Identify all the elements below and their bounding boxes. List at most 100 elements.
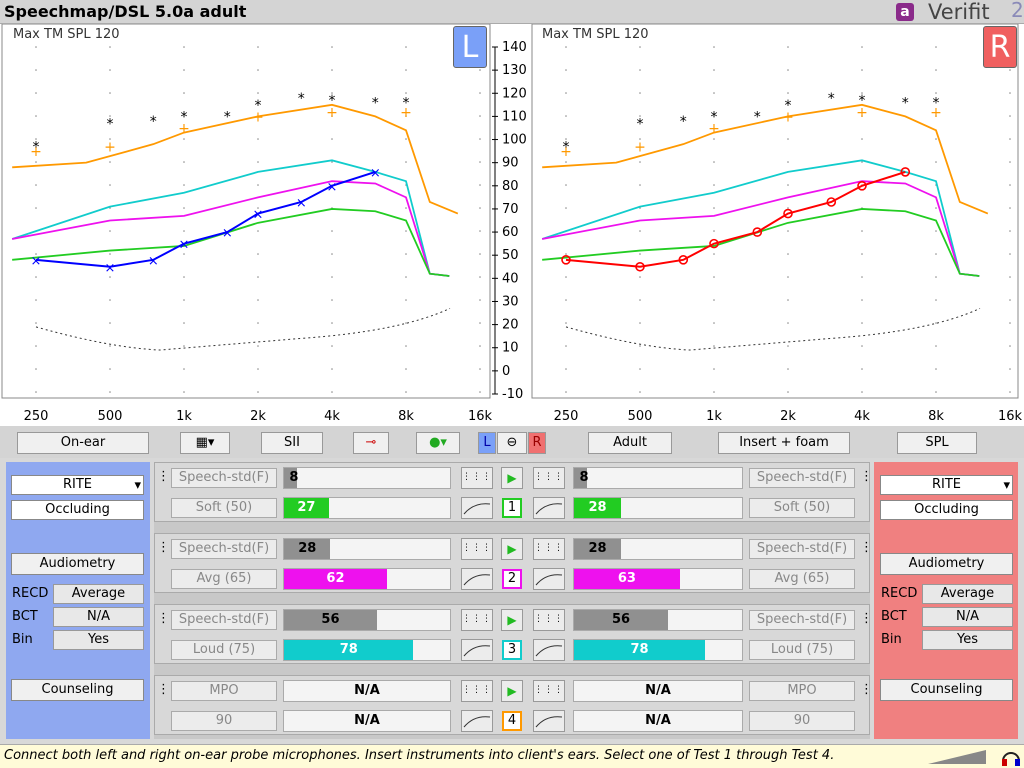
menu-dots-icon[interactable]: ⋮: [157, 682, 170, 697]
menu-dots-icon[interactable]: ⋮: [860, 682, 873, 697]
right-ear-button[interactable]: R: [983, 26, 1017, 68]
play-icon[interactable]: ▶: [501, 538, 523, 560]
right-bct-value[interactable]: N/A: [922, 607, 1013, 627]
left-grid-dot: [257, 138, 259, 140]
left-ear-toggle[interactable]: L: [478, 432, 496, 454]
transducer-button[interactable]: Insert + foam: [718, 432, 850, 454]
left-recd-value[interactable]: Average: [53, 584, 144, 604]
right-grid-dot: [787, 46, 789, 48]
menu-dots-icon[interactable]: ⋮: [157, 469, 170, 484]
left-stimulus-3[interactable]: Speech-std(F): [171, 610, 277, 630]
right-grid-dot: [935, 138, 937, 140]
left-grid-dot: [109, 276, 111, 278]
menu-dots-icon[interactable]: ⋮: [157, 611, 170, 626]
play-icon[interactable]: ▶: [501, 609, 523, 631]
right-stimulus-2[interactable]: Speech-std(F): [749, 539, 855, 559]
left-stimulus-4[interactable]: MPO: [171, 681, 277, 701]
right-stimulus-3[interactable]: Speech-std(F): [749, 610, 855, 630]
left-bin-value[interactable]: Yes: [53, 630, 144, 650]
scale-button[interactable]: SPL: [897, 432, 977, 454]
left-bct-value[interactable]: N/A: [53, 607, 144, 627]
right-grid-dot: [713, 391, 715, 393]
right-curve-button-2[interactable]: [533, 568, 565, 590]
left-style-select[interactable]: RITE ▾: [11, 475, 144, 495]
right-grid-button-4[interactable]: ⋮⋮⋮: [533, 680, 565, 702]
right-grid-dot: [1009, 368, 1011, 370]
right-stimulus-4[interactable]: MPO: [749, 681, 855, 701]
left-curve-button-4[interactable]: [461, 710, 493, 732]
menu-dots-icon[interactable]: ⋮: [157, 540, 170, 555]
left-level-2[interactable]: Avg (65): [171, 569, 277, 589]
right-curve-button-1[interactable]: [533, 497, 565, 519]
link-ears-toggle[interactable]: ⊖: [497, 432, 527, 454]
right-stimulus-1[interactable]: Speech-std(F): [749, 468, 855, 488]
left-ear-button[interactable]: L: [453, 26, 487, 68]
right-level-4[interactable]: 90: [749, 711, 855, 731]
right-grid-button-1[interactable]: ⋮⋮⋮: [533, 467, 565, 489]
left-level-3[interactable]: Loud (75): [171, 640, 277, 660]
menu-dots-icon[interactable]: ⋮: [860, 469, 873, 484]
right-audiometry-button[interactable]: Audiometry: [880, 553, 1013, 575]
probe-select[interactable]: On-ear: [17, 432, 149, 454]
test-number-3[interactable]: 3: [502, 640, 522, 660]
mode-button[interactable]: Adult: [588, 432, 672, 454]
right-level-1[interactable]: Soft (50): [749, 498, 855, 518]
right-top-bar-2: 28: [573, 538, 743, 560]
right-grid-dot: [935, 230, 937, 232]
right-grid-dot: [935, 115, 937, 117]
right-curve-button-3[interactable]: [533, 639, 565, 661]
left-level-4[interactable]: 90: [171, 711, 277, 731]
left-x-tick: 16k: [468, 409, 493, 424]
left-grid-button-1[interactable]: ⋮⋮⋮: [461, 467, 493, 489]
headphones-icon[interactable]: [1000, 747, 1022, 767]
left-stimulus-1[interactable]: Speech-std(F): [171, 468, 277, 488]
left-grid-button-2[interactable]: ⋮⋮⋮: [461, 538, 493, 560]
menu-dots-icon[interactable]: ⋮: [860, 540, 873, 555]
right-grid-dot: [861, 299, 863, 301]
left-level-1[interactable]: Soft (50): [171, 498, 277, 518]
left-grid-dot: [405, 69, 407, 71]
right-grid-button-2[interactable]: ⋮⋮⋮: [533, 538, 565, 560]
right-counseling-button[interactable]: Counseling: [880, 679, 1013, 701]
right-level-2[interactable]: Avg (65): [749, 569, 855, 589]
globe-button[interactable]: ●▾: [416, 432, 460, 454]
left-top-bar-2: 28: [283, 538, 451, 560]
right-grid-dot: [713, 115, 715, 117]
right-grid-button-3[interactable]: ⋮⋮⋮: [533, 609, 565, 631]
play-icon[interactable]: ▶: [501, 680, 523, 702]
right-bin-value[interactable]: Yes: [922, 630, 1013, 650]
right-level-3[interactable]: Loud (75): [749, 640, 855, 660]
right-recd-value[interactable]: Average: [922, 584, 1013, 604]
probe-tube-button[interactable]: ⊸: [353, 432, 389, 454]
left-counseling-button[interactable]: Counseling: [11, 679, 144, 701]
left-grid-dot: [331, 92, 333, 94]
left-curve-button-2[interactable]: [461, 568, 493, 590]
right-style-select[interactable]: RITE ▾: [880, 475, 1013, 495]
left-mpo-target: +: [400, 105, 412, 121]
left-top-bar-2-value: 28: [298, 541, 317, 556]
left-grid-button-4[interactable]: ⋮⋮⋮: [461, 680, 493, 702]
volume-ramp-icon[interactable]: [928, 750, 988, 764]
left-curve-button-3[interactable]: [461, 639, 493, 661]
right-ear-toggle[interactable]: R: [528, 432, 546, 454]
left-stimulus-2[interactable]: Speech-std(F): [171, 539, 277, 559]
left-vent-select[interactable]: Occluding: [11, 500, 144, 520]
play-icon[interactable]: ▶: [501, 467, 523, 489]
test-number-2[interactable]: 2: [502, 569, 522, 589]
left-grid-button-3[interactable]: ⋮⋮⋮: [461, 609, 493, 631]
right-curve-button-4[interactable]: [533, 710, 565, 732]
right-grid-dot: [1009, 299, 1011, 301]
right-grid-dot: [639, 92, 641, 94]
test-number-4[interactable]: 4: [502, 711, 522, 731]
right-measured-point: [635, 261, 645, 272]
menu-dots-icon[interactable]: ⋮: [860, 611, 873, 626]
left-audiometry-button[interactable]: Audiometry: [11, 553, 144, 575]
left-curve-button-1[interactable]: [461, 497, 493, 519]
left-measured-point: ×: [222, 226, 233, 241]
left-bot-bar-1: 27: [283, 497, 451, 519]
audiogram-view-button[interactable]: ▦▾: [180, 432, 230, 454]
sii-button[interactable]: SII: [261, 432, 323, 454]
right-vent-select[interactable]: Occluding: [880, 500, 1013, 520]
test-number-1[interactable]: 1: [502, 498, 522, 518]
left-grid-dot: [257, 276, 259, 278]
